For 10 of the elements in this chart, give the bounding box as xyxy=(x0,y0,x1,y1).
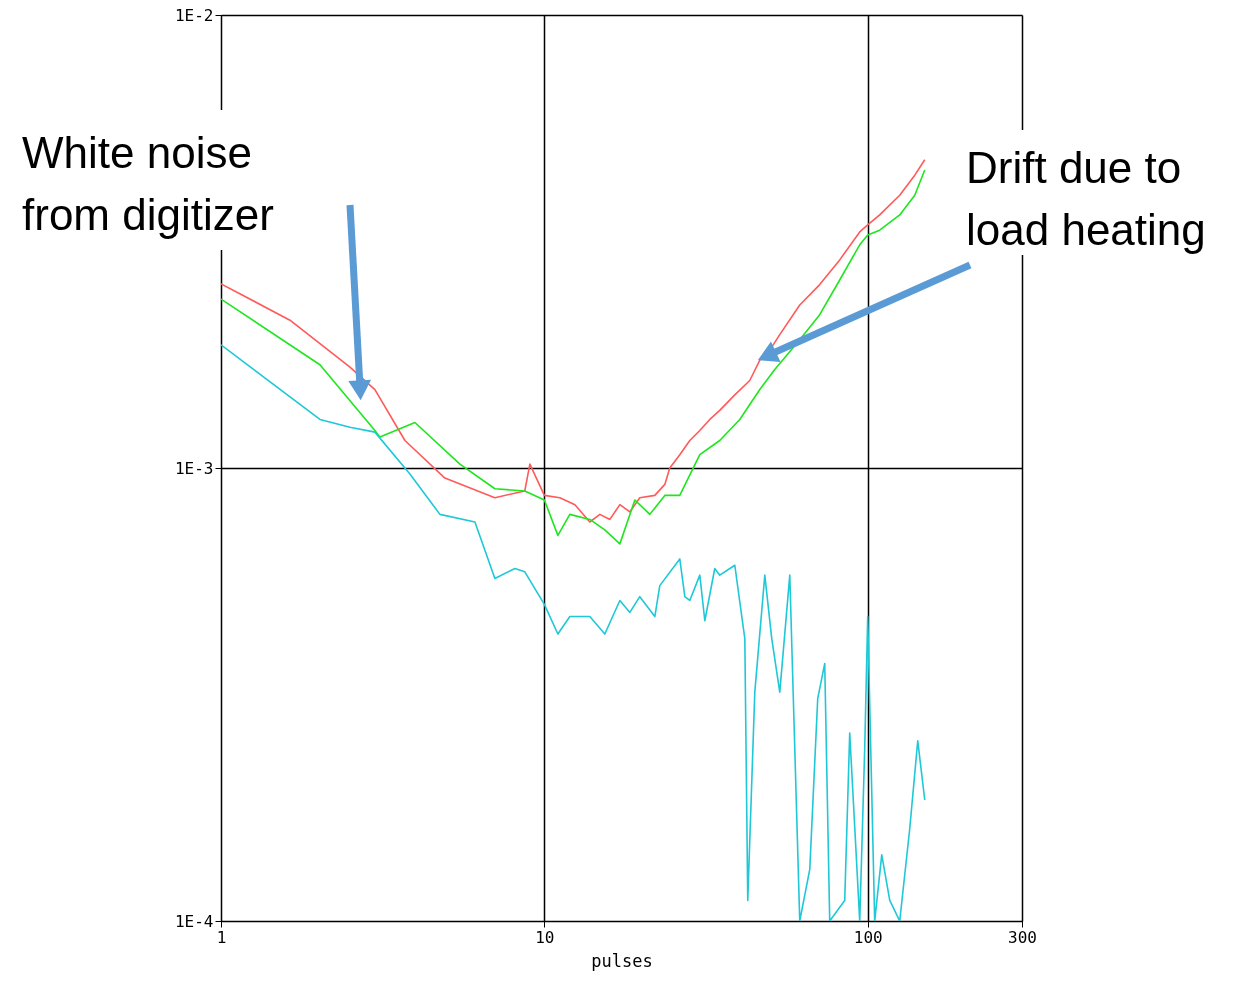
annotation: White noise from digitizer xyxy=(22,128,274,239)
x-tick-label: 1 xyxy=(216,927,227,947)
x-tick-label: 300 xyxy=(1008,927,1037,947)
x-axis-title: pulses xyxy=(591,950,653,971)
y-tick-label: 1E-3 xyxy=(174,458,214,478)
y-tick-label: 1E-4 xyxy=(174,911,214,931)
y-tick-label: 1E-2 xyxy=(174,5,214,25)
x-tick-label: 100 xyxy=(853,927,883,947)
x-tick-label: 10 xyxy=(535,927,555,947)
annotation: Drift due to load heating xyxy=(966,143,1206,254)
